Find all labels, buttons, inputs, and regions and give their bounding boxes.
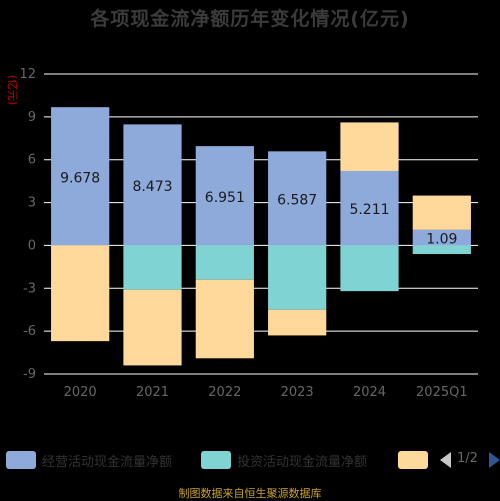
bar-segment	[123, 124, 182, 246]
x-tick-label: 2024	[353, 385, 386, 400]
x-tick-label: 2022	[208, 385, 241, 400]
y-tick-label: 6	[28, 153, 36, 168]
data-label: 1.09	[426, 232, 457, 248]
y-tick-label: 12	[19, 67, 36, 82]
bar-segment	[123, 245, 182, 290]
bar-segment	[268, 151, 327, 246]
data-label: 8.473	[132, 179, 172, 195]
y-tick-label: 0	[28, 238, 36, 253]
legend-item-operating[interactable]: 经营活动现金流量净额	[6, 449, 196, 471]
y-tick-label: 9	[28, 110, 36, 125]
bars-group	[51, 107, 471, 366]
source-note: 制图数据来自恒生聚源数据库	[178, 487, 322, 500]
bar-segment	[268, 309, 327, 336]
legend-item-financing[interactable]	[398, 449, 430, 471]
data-label: 5.211	[349, 202, 389, 218]
bar-segment	[268, 245, 327, 310]
legend: 经营活动现金流量净额 投资活动现金流量净额	[0, 449, 500, 471]
x-tick-label: 2020	[64, 385, 97, 400]
bar-segment	[195, 245, 254, 280]
data-label: 6.951	[205, 190, 245, 206]
bar-segment	[340, 245, 399, 292]
legend-item-investing[interactable]: 投资活动现金流量净额	[201, 449, 393, 471]
grid-lines	[44, 73, 478, 375]
y-tick-label: -6	[23, 324, 36, 339]
legend-swatch-financing	[398, 451, 428, 469]
bar-segment	[51, 107, 110, 246]
legend-prev-page-icon[interactable]	[440, 452, 451, 468]
x-tick-label: 2021	[136, 385, 169, 400]
data-labels-group: 9.678 8.473 6.951 6.587 5.211 1.09	[60, 170, 457, 247]
chart-title: 各项现金流净额历年变化情况(亿元)	[90, 8, 410, 30]
bar-segment	[412, 245, 471, 254]
bar-chart: 9.678 8.473 6.951 6.587 5.211 1.09 12 9 6 3 0 -3 -6…	[6, 67, 478, 400]
bar-segment	[195, 279, 254, 359]
legend-page-indicator: 1/2	[457, 451, 478, 466]
y-tick-label: 3	[28, 196, 36, 211]
x-tick-label: 2025Q1	[416, 385, 468, 400]
y-tick-label: -9	[23, 367, 36, 382]
bar-segment	[340, 122, 399, 171]
legend-label-operating: 经营活动现金流量净额	[42, 455, 173, 470]
legend-next-page-icon[interactable]	[489, 452, 500, 468]
y-tick-label: -3	[23, 281, 36, 296]
bar-segment	[412, 229, 471, 246]
y-axis-label: (亿元)	[6, 75, 19, 106]
y-axis: 12 9 6 3 0 -3 -6 -9	[19, 67, 36, 382]
x-tick-label: 2023	[281, 385, 314, 400]
data-label: 6.587	[277, 192, 317, 208]
bar-segment	[195, 146, 254, 246]
bar-segment	[340, 170, 399, 246]
legend-label-investing: 投资活动现金流量净额	[237, 455, 368, 470]
bar-segment	[412, 195, 471, 230]
x-axis: 2020 2021 2022 2023 2024 2025Q1	[64, 385, 468, 400]
legend-swatch-operating	[6, 451, 36, 469]
bar-segment	[123, 289, 182, 366]
bar-segment	[51, 245, 110, 342]
data-label: 9.678	[60, 170, 100, 186]
legend-swatch-investing	[201, 451, 231, 469]
